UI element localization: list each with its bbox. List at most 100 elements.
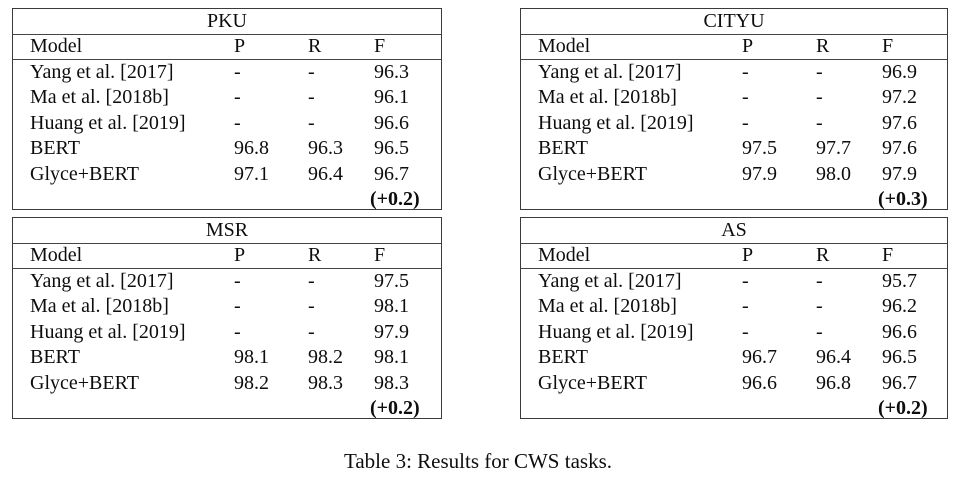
model-name-cell: Glyce+BERT bbox=[538, 371, 647, 394]
f1-cell: 96.5 bbox=[374, 137, 409, 159]
precision-cell: 98.2 bbox=[234, 371, 269, 394]
table-row: BERT 98.1 98.2 98.1 bbox=[13, 345, 441, 371]
precision-cell: 96.6 bbox=[742, 371, 777, 394]
f1-cell: 96.6 bbox=[882, 320, 917, 343]
precision-cell: - bbox=[234, 111, 241, 134]
table-row: Huang et al. [2019] - - 96.6 bbox=[521, 320, 947, 346]
f1-cell: 97.9 bbox=[374, 320, 409, 343]
table-title: CITYU bbox=[521, 9, 947, 35]
precision-cell: - bbox=[742, 295, 749, 317]
f1-cell: 96.9 bbox=[882, 60, 917, 83]
table-row: Ma et al. [2018b] - - 96.1 bbox=[13, 85, 441, 111]
table-header-row: Model P R F bbox=[13, 244, 441, 269]
col-header-model: Model bbox=[13, 244, 234, 269]
recall-cell: - bbox=[816, 60, 823, 83]
model-name-cell: Huang et al. [2019] bbox=[30, 320, 186, 343]
empty-cell bbox=[742, 396, 816, 418]
recall-cell: - bbox=[816, 320, 823, 343]
f1-cell: 97.5 bbox=[374, 269, 409, 292]
recall-cell: 96.4 bbox=[308, 162, 343, 185]
results-table-cityu: CITYU Model P R F Yang et al. [2017] - -… bbox=[520, 8, 948, 210]
f1-cell: 96.7 bbox=[374, 162, 409, 185]
table-row: BERT 97.5 97.7 97.6 bbox=[521, 136, 947, 162]
results-table-pku: PKU Model P R F Yang et al. [2017] - - 9… bbox=[12, 8, 442, 210]
f1-delta-value: (+0.2) bbox=[370, 397, 420, 419]
empty-cell bbox=[742, 187, 816, 209]
model-name-cell: Glyce+BERT bbox=[30, 162, 139, 185]
table-row: Yang et al. [2017] - - 97.5 bbox=[13, 268, 441, 294]
model-name-cell: BERT bbox=[30, 137, 80, 159]
empty-cell bbox=[308, 396, 374, 418]
table-row: Glyce+BERT 97.9 98.0 97.9 bbox=[521, 162, 947, 188]
table-grid: Model P R F Yang et al. [2017] - - 97.5 … bbox=[13, 244, 441, 419]
precision-cell: - bbox=[742, 269, 749, 292]
table-title: PKU bbox=[13, 9, 441, 35]
model-name-cell: Yang et al. [2017] bbox=[538, 269, 682, 292]
col-header-recall: R bbox=[308, 35, 374, 60]
col-header-f1: F bbox=[374, 244, 441, 269]
precision-cell: - bbox=[234, 86, 241, 108]
model-name-cell: Yang et al. [2017] bbox=[538, 60, 682, 83]
recall-cell: 98.0 bbox=[816, 162, 851, 185]
table-row: Huang et al. [2019] - - 97.6 bbox=[521, 111, 947, 137]
precision-cell: - bbox=[742, 111, 749, 134]
col-header-model: Model bbox=[521, 244, 742, 269]
recall-cell: - bbox=[308, 269, 315, 292]
precision-cell: 96.7 bbox=[742, 346, 777, 368]
table-caption: Table 3: Results for CWS tasks. bbox=[343, 449, 612, 473]
table-row: Ma et al. [2018b] - - 98.1 bbox=[13, 294, 441, 320]
col-header-recall: R bbox=[816, 244, 882, 269]
table-grid: Model P R F Yang et al. [2017] - - 96.3 … bbox=[13, 35, 441, 210]
recall-cell: - bbox=[308, 86, 315, 108]
table-row: BERT 96.7 96.4 96.5 bbox=[521, 345, 947, 371]
precision-cell: 96.8 bbox=[234, 137, 269, 159]
model-name-cell: Ma et al. [2018b] bbox=[30, 295, 169, 317]
table-row: Huang et al. [2019] - - 96.6 bbox=[13, 111, 441, 137]
empty-cell bbox=[13, 396, 234, 418]
col-header-f1: F bbox=[882, 244, 947, 269]
f1-cell: 97.9 bbox=[882, 162, 917, 185]
table-row: Glyce+BERT 98.2 98.3 98.3 bbox=[13, 371, 441, 397]
f1-cell: 96.3 bbox=[374, 60, 409, 83]
table-row: BERT 96.8 96.3 96.5 bbox=[13, 136, 441, 162]
table-header-row: Model P R F bbox=[521, 244, 947, 269]
model-name-cell: BERT bbox=[538, 346, 588, 368]
col-header-recall: R bbox=[308, 244, 374, 269]
model-name-cell: BERT bbox=[30, 346, 80, 368]
recall-cell: - bbox=[816, 269, 823, 292]
table-row: Glyce+BERT 97.1 96.4 96.7 bbox=[13, 162, 441, 188]
results-table-msr: MSR Model P R F Yang et al. [2017] - - 9… bbox=[12, 217, 442, 419]
precision-cell: - bbox=[234, 320, 241, 343]
recall-cell: 97.7 bbox=[816, 137, 851, 159]
f1-cell: 96.6 bbox=[374, 111, 409, 134]
table-row: Glyce+BERT 96.6 96.8 96.7 bbox=[521, 371, 947, 397]
empty-cell bbox=[234, 396, 308, 418]
table-row: Huang et al. [2019] - - 97.9 bbox=[13, 320, 441, 346]
empty-cell bbox=[521, 396, 742, 418]
col-header-model: Model bbox=[521, 35, 742, 60]
delta-row: (+0.3) bbox=[521, 187, 947, 210]
precision-cell: - bbox=[742, 60, 749, 83]
table-row: Yang et al. [2017] - - 95.7 bbox=[521, 268, 947, 294]
table-header-row: Model P R F bbox=[521, 35, 947, 60]
recall-cell: - bbox=[308, 111, 315, 134]
model-name-cell: Huang et al. [2019] bbox=[538, 111, 694, 134]
model-name-cell: BERT bbox=[538, 137, 588, 159]
delta-row: (+0.2) bbox=[521, 396, 947, 418]
f1-delta-value: (+0.3) bbox=[878, 188, 928, 210]
results-table-as: AS Model P R F Yang et al. [2017] - - 95… bbox=[520, 217, 948, 419]
col-header-precision: P bbox=[742, 35, 816, 60]
f1-cell: 95.7 bbox=[882, 269, 917, 292]
precision-cell: 97.5 bbox=[742, 137, 777, 159]
recall-cell: 98.3 bbox=[308, 371, 343, 394]
recall-cell: - bbox=[816, 111, 823, 134]
f1-cell: 97.6 bbox=[882, 111, 917, 134]
precision-cell: 97.9 bbox=[742, 162, 777, 185]
f1-cell: 96.2 bbox=[882, 295, 917, 317]
recall-cell: 98.2 bbox=[308, 346, 343, 368]
precision-cell: - bbox=[234, 60, 241, 83]
f1-delta-value: (+0.2) bbox=[370, 188, 420, 210]
empty-cell bbox=[308, 187, 374, 209]
delta-row: (+0.2) bbox=[13, 396, 441, 419]
col-header-f1: F bbox=[882, 35, 947, 60]
